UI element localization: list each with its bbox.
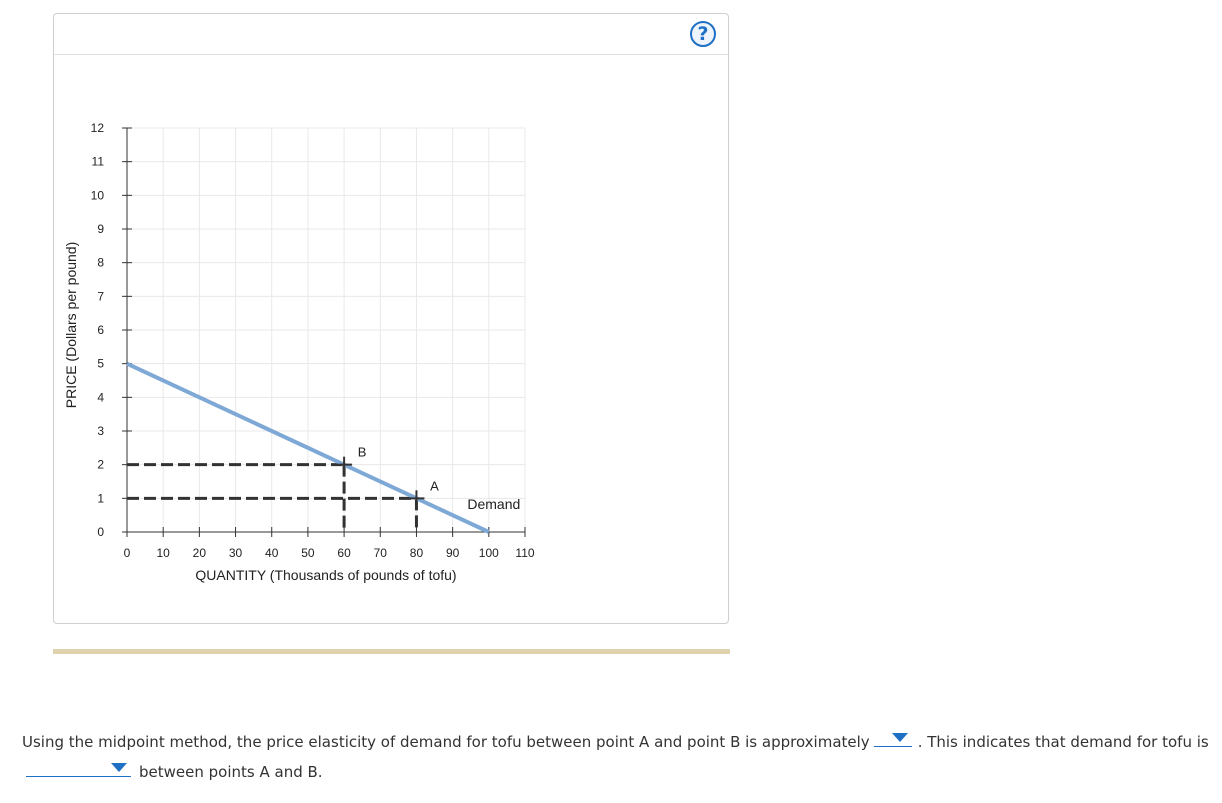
y-tick-label: 3 — [97, 424, 104, 438]
x-tick-label: 20 — [193, 546, 207, 560]
chevron-down-icon — [111, 763, 127, 772]
y-tick-label: 7 — [97, 289, 104, 303]
help-icon[interactable]: ? — [690, 21, 716, 47]
y-tick-label: 0 — [97, 525, 104, 539]
chevron-down-icon — [891, 733, 908, 742]
x-tick-label: 0 — [124, 546, 131, 560]
section-divider — [53, 649, 730, 654]
y-tick-label: 12 — [91, 121, 105, 135]
point-label-a: A — [430, 478, 439, 493]
y-axis-title: PRICE (Dollars per pound) — [63, 242, 79, 409]
x-tick-label: 100 — [479, 546, 499, 560]
x-tick-label: 90 — [446, 546, 460, 560]
x-tick-label: 50 — [301, 546, 315, 560]
y-tick-label: 4 — [97, 390, 104, 404]
elasticity-dropdown[interactable] — [873, 728, 912, 747]
x-tick-label: 80 — [410, 546, 424, 560]
x-tick-label: 70 — [374, 546, 388, 560]
graph-panel: ? — [53, 13, 729, 624]
y-tick-label: 6 — [97, 323, 104, 337]
y-tick-label: 1 — [97, 491, 104, 505]
y-tick-label: 5 — [97, 357, 104, 371]
question-part-3: between points A and B. — [139, 763, 323, 781]
x-tick-label: 40 — [265, 546, 279, 560]
x-tick-label: 30 — [229, 546, 243, 560]
panel-header: ? — [54, 14, 728, 55]
x-tick-label: 60 — [337, 546, 351, 560]
x-axis-title: QUANTITY (Thousands of pounds of tofu) — [195, 567, 456, 583]
demand-curve-label: Demand — [467, 496, 520, 512]
demand-curve — [126, 361, 490, 534]
question-part-2: . This indicates that demand for tofu is — [917, 733, 1209, 751]
demand-type-dropdown[interactable] — [26, 758, 131, 777]
x-tick-label: 10 — [157, 546, 171, 560]
y-tick-label: 11 — [92, 155, 105, 169]
y-tick-label: 10 — [91, 188, 105, 202]
y-tick-label: 8 — [97, 256, 104, 270]
y-tick-label: 9 — [97, 222, 104, 236]
question-text: Using the midpoint method, the price ela… — [22, 727, 1212, 787]
point-label-b: B — [358, 445, 367, 460]
question-part-1: Using the midpoint method, the price ela… — [22, 733, 870, 751]
y-tick-label: 2 — [97, 458, 104, 472]
x-tick-label: 110 — [515, 546, 534, 560]
